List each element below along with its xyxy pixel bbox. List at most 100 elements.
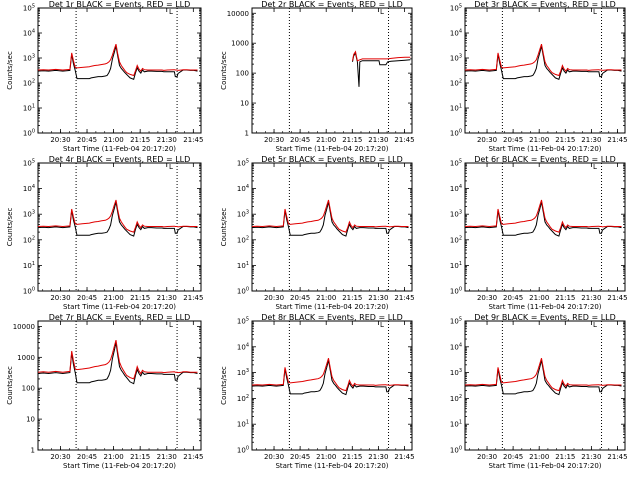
x-tick-label: 21:30 (368, 453, 388, 461)
y-tick-label: 104 (237, 184, 249, 193)
panel-title: Det 6r BLACK = Events, RED = LLD (474, 155, 616, 164)
events-series-line (464, 360, 622, 396)
x-tick-label: 21:15 (130, 294, 150, 302)
y-tick-label: 105 (450, 159, 462, 168)
x-tick-label: 20:30 (50, 136, 70, 144)
y-tick-label: 104 (23, 184, 35, 193)
x-tick-label: 21:15 (130, 453, 150, 461)
plot-frame (251, 7, 413, 134)
y-axis-label: Counts/sec (6, 208, 14, 247)
x-tick-label: 20:45 (290, 294, 310, 302)
panel-title: Det 4r BLACK = Events, RED = LLD (49, 155, 191, 164)
y-tick-label: 103 (237, 210, 249, 219)
y-tick-label: 1000 (17, 354, 35, 362)
x-tick-label: 21:00 (529, 294, 549, 302)
y-tick-label: 100 (22, 385, 35, 393)
x-axis-label: Start Time (11-Feb-04 20:17:20) (275, 145, 388, 153)
panel-title: Det 3r BLACK = Events, RED = LLD (474, 0, 616, 9)
x-tick-label: 21:45 (607, 136, 627, 144)
x-axis-label: Start Time (11-Feb-04 20:17:20) (488, 303, 601, 311)
y-tick-label: 103 (237, 368, 249, 377)
y-tick-label: 102 (450, 394, 462, 403)
y-axis-label: Counts/sec (220, 208, 228, 247)
lld-series-line (37, 199, 198, 233)
corner-mark: L (593, 163, 597, 171)
lld-series-line (251, 199, 409, 233)
x-tick-label: 21:30 (581, 453, 601, 461)
x-tick-label: 20:45 (503, 136, 523, 144)
y-tick-label: 101 (450, 420, 462, 429)
y-tick-label: 101 (450, 261, 462, 270)
y-tick-label: 100 (236, 70, 249, 78)
x-tick-label: 20:45 (77, 453, 97, 461)
y-tick-label: 103 (450, 368, 462, 377)
x-axis-label: Start Time (11-Feb-04 20:17:20) (275, 303, 388, 311)
y-tick-label: 103 (450, 54, 462, 63)
x-tick-label: 21:00 (316, 453, 336, 461)
events-series-line (37, 342, 198, 385)
x-tick-label: 21:00 (104, 136, 124, 144)
y-tick-label: 100 (23, 287, 35, 296)
y-tick-label: 102 (450, 235, 462, 244)
y-tick-label: 105 (450, 317, 462, 326)
y-tick-label: 102 (237, 394, 249, 403)
y-tick-label: 1 (31, 447, 35, 455)
y-axis-label: Counts/sec (6, 51, 14, 90)
y-tick-label: 10000 (227, 10, 249, 18)
y-tick-label: 100 (450, 129, 462, 138)
x-axis-label: Start Time (11-Feb-04 20:17:20) (488, 145, 601, 153)
y-tick-label: 104 (450, 29, 462, 38)
x-tick-label: 21:30 (368, 294, 388, 302)
y-tick-label: 100 (23, 129, 35, 138)
x-tick-label: 21:15 (555, 453, 575, 461)
x-tick-label: 21:45 (183, 453, 203, 461)
lld-series-line (464, 43, 622, 77)
plot-frame (251, 162, 413, 292)
y-tick-label: 105 (237, 159, 249, 168)
x-axis-label: Start Time (11-Feb-04 20:17:20) (275, 462, 388, 470)
y-tick-label: 10000 (13, 323, 35, 331)
plot-frame (464, 320, 626, 451)
y-tick-label: 104 (450, 342, 462, 351)
corner-mark: L (593, 321, 597, 329)
y-tick-label: 104 (237, 342, 249, 351)
corner-mark: L (169, 321, 173, 329)
x-tick-label: 20:30 (477, 136, 497, 144)
x-tick-label: 20:30 (264, 453, 284, 461)
x-tick-label: 21:00 (316, 294, 336, 302)
y-tick-label: 101 (23, 104, 35, 113)
x-tick-label: 20:45 (503, 453, 523, 461)
corner-mark: L (380, 8, 384, 16)
y-tick-label: 101 (23, 261, 35, 270)
events-series-line (464, 45, 622, 80)
lld-series-line (37, 339, 198, 380)
panel-title: Det 1r BLACK = Events, RED = LLD (49, 0, 191, 9)
x-tick-label: 21:45 (394, 294, 414, 302)
plot-frame (37, 7, 202, 134)
events-series-line (37, 45, 198, 80)
x-tick-label: 20:45 (503, 294, 523, 302)
panel-title: Det 2r BLACK = Events, RED = LLD (261, 0, 403, 9)
y-tick-label: 100 (237, 287, 249, 296)
y-tick-label: 101 (237, 261, 249, 270)
x-tick-label: 20:30 (264, 136, 284, 144)
x-axis-label: Start Time (11-Feb-04 20:17:20) (63, 462, 176, 470)
y-tick-label: 1000 (231, 40, 249, 48)
panel-title: Det 5r BLACK = Events, RED = LLD (261, 155, 403, 164)
y-tick-label: 1 (245, 130, 249, 138)
panel-title: Det 7r BLACK = Events, RED = LLD (49, 313, 191, 322)
x-tick-label: 20:30 (50, 453, 70, 461)
y-tick-label: 103 (23, 210, 35, 219)
y-tick-label: 10 (240, 100, 249, 108)
y-tick-label: 105 (237, 317, 249, 326)
x-tick-label: 21:15 (130, 136, 150, 144)
x-tick-label: 21:30 (157, 294, 177, 302)
x-tick-label: 21:15 (555, 294, 575, 302)
x-tick-label: 21:00 (104, 453, 124, 461)
x-tick-label: 21:45 (394, 453, 414, 461)
x-tick-label: 20:45 (77, 294, 97, 302)
plot-frame (464, 7, 626, 134)
